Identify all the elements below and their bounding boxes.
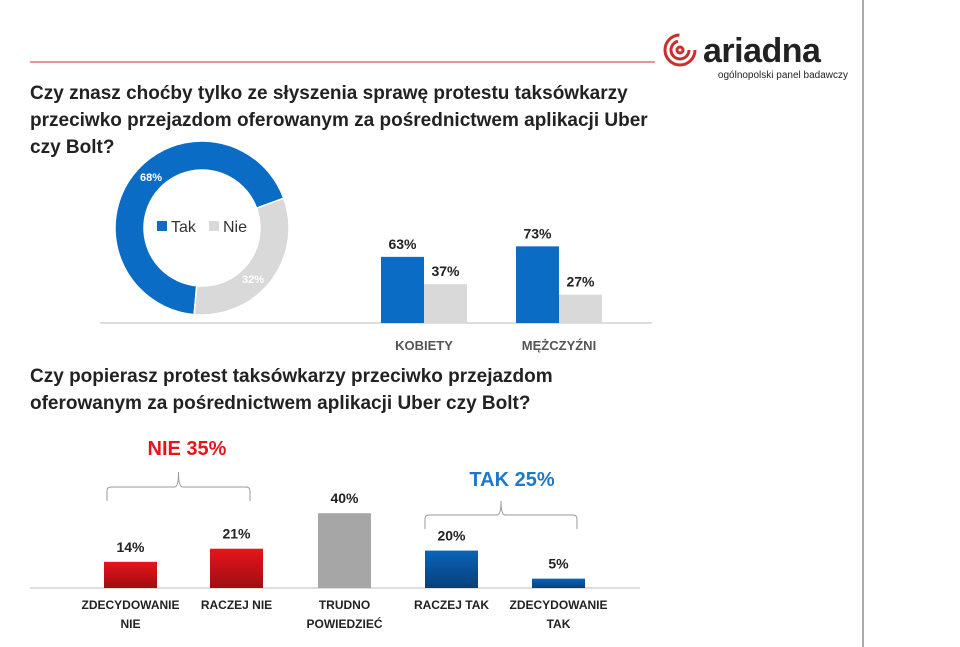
category-label: RACZEJ NIE [201, 598, 272, 612]
group-bracket [106, 471, 251, 501]
donut-label-nie: 32% [242, 274, 264, 286]
bar-tak-0 [381, 256, 424, 323]
bar-value-label: 73% [523, 225, 552, 241]
legend-swatch-nie [209, 221, 219, 231]
bar-value-label: 20% [437, 528, 466, 544]
category-label: TAK [547, 617, 571, 631]
category-label: POWIEDZIEĆ [306, 616, 382, 631]
bar-value-label: 40% [330, 490, 359, 506]
category-label: TRUDNO [319, 598, 370, 612]
donut-chart: 68% 32% Tak Nie [114, 140, 290, 316]
donut-slice-nie [193, 197, 290, 316]
donut-label-tak: 68% [140, 172, 162, 184]
bar-4 [532, 578, 585, 588]
bar-nie-0 [424, 284, 467, 323]
gender-bar-chart: 63% 37% KOBIETY 73% 27% MĘŻCZYŹNI [100, 225, 652, 353]
bar-value-label: 27% [566, 274, 595, 290]
bar-3 [425, 550, 478, 588]
logo-brand: ariadna [703, 32, 822, 70]
category-label: MĘŻCZYŹNI [522, 338, 596, 353]
support-bar-chart: 14% ZDECYDOWANIE NIE 21% RACZEJ NIE 40% TRUDNO… [30, 438, 640, 631]
group-total-label: NIE 35% [148, 438, 227, 460]
group-bracket [424, 500, 578, 529]
category-label: NIE [120, 617, 140, 631]
bar-value-label: 63% [388, 236, 417, 252]
category-label: ZDECYDOWANIE [81, 598, 179, 612]
question-2-title: Czy popierasz protest taksówkarzy przeci… [30, 366, 553, 414]
question-1-title: Czy znasz choćby tylko ze słyszenia spra… [30, 83, 648, 158]
bar-value-label: 5% [548, 556, 569, 572]
bar-1 [210, 548, 263, 588]
ariadna-logo: ariadna ogólnopolski panel badawczy [663, 32, 848, 81]
legend-swatch-tak [157, 221, 167, 231]
bar-value-label: 37% [431, 263, 460, 279]
bar-2 [318, 513, 371, 588]
donut-slice-tak [114, 140, 285, 316]
bar-value-label: 21% [222, 526, 251, 542]
legend-label-tak: Tak [171, 219, 197, 236]
logo-spiral-icon [663, 33, 697, 67]
group-total-label: TAK 25% [469, 469, 554, 491]
bar-value-label: 14% [116, 539, 145, 555]
category-label: KOBIETY [395, 338, 453, 353]
legend-label-nie: Nie [223, 219, 247, 236]
bar-tak-1 [516, 246, 559, 323]
logo-tagline: ogólnopolski panel badawczy [718, 70, 848, 81]
category-label: ZDECYDOWANIE [509, 598, 607, 612]
bar-0 [104, 561, 157, 588]
category-label: RACZEJ TAK [414, 598, 489, 612]
bar-nie-1 [559, 294, 602, 323]
